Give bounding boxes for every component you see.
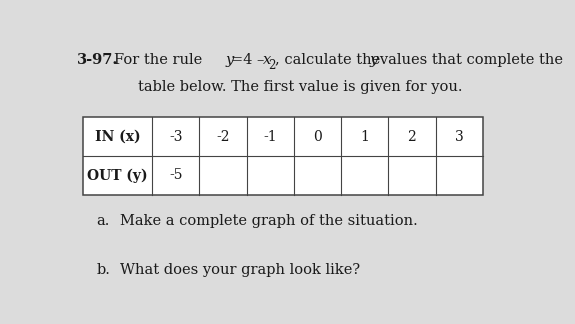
Text: y: y <box>370 52 378 67</box>
Text: , calculate the: , calculate the <box>275 52 385 67</box>
Text: -1: -1 <box>263 130 277 144</box>
Text: OUT (y): OUT (y) <box>87 168 148 183</box>
Text: =4 –: =4 – <box>231 52 269 67</box>
Text: -5: -5 <box>169 168 182 182</box>
Text: -values that complete the: -values that complete the <box>375 52 564 67</box>
Text: a.: a. <box>97 214 110 227</box>
Text: x: x <box>263 52 271 67</box>
Bar <box>83 118 483 195</box>
Text: IN (x): IN (x) <box>95 130 140 144</box>
Text: -3: -3 <box>169 130 182 144</box>
Text: b.: b. <box>97 263 110 277</box>
Text: 0: 0 <box>313 130 322 144</box>
Text: table below. The first value is given for you.: table below. The first value is given fo… <box>138 80 462 94</box>
Text: y: y <box>225 52 233 67</box>
Text: 2: 2 <box>408 130 416 144</box>
Text: 3: 3 <box>455 130 463 144</box>
Text: 3-97.: 3-97. <box>77 52 118 67</box>
Bar <box>83 118 483 195</box>
Text: -2: -2 <box>216 130 229 144</box>
Text: What does your graph look like?: What does your graph look like? <box>120 263 360 277</box>
Text: For the rule: For the rule <box>114 52 207 67</box>
Text: Make a complete graph of the situation.: Make a complete graph of the situation. <box>120 214 418 227</box>
Text: 2: 2 <box>269 59 276 72</box>
Text: 1: 1 <box>360 130 369 144</box>
